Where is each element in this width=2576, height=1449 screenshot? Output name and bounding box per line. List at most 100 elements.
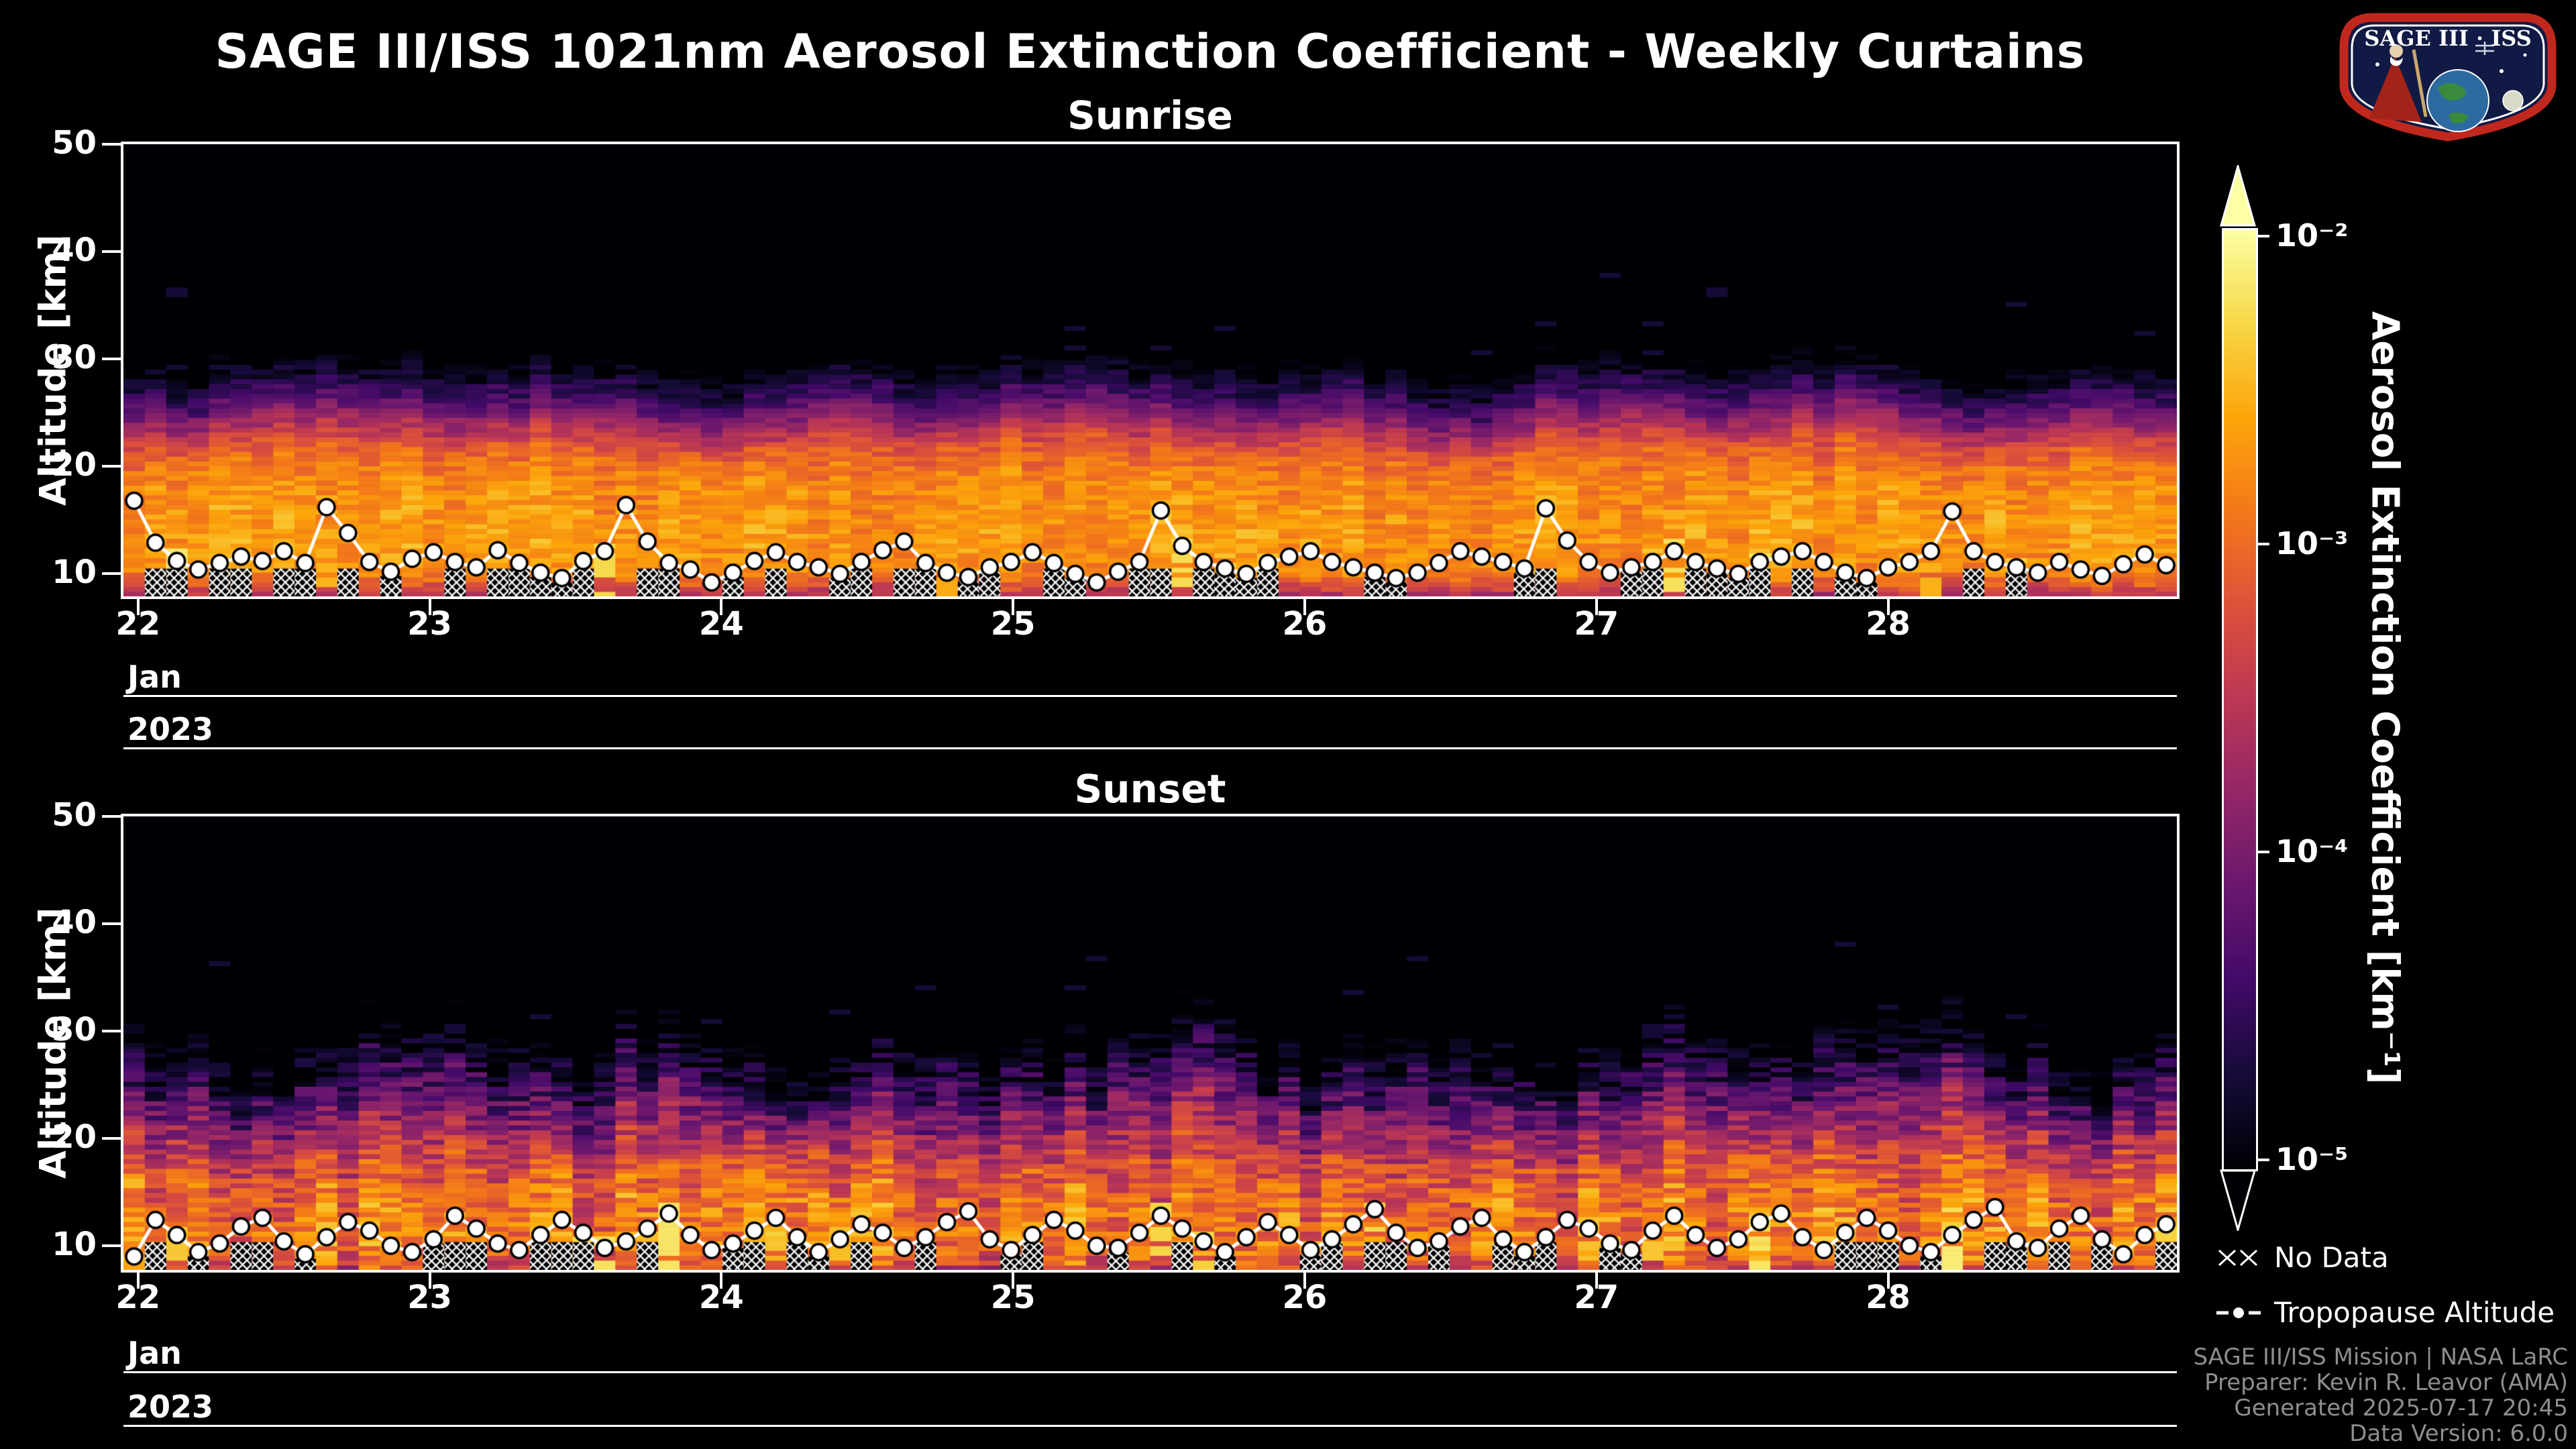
y-tick-mark: [102, 572, 121, 576]
sunset-year-axis-line: [123, 1425, 2177, 1427]
sunset-panel-title: Sunset: [1074, 766, 1226, 812]
colorbar-tick-mark: [2256, 1159, 2269, 1161]
x-tick-label: 23: [407, 605, 452, 643]
x-tick-mark: [1012, 1273, 1015, 1289]
sunrise-panel-title: Sunrise: [1067, 93, 1233, 138]
x-tick-label: 22: [115, 1279, 161, 1316]
y-tick-label: 30: [52, 339, 97, 377]
logo-title: SAGE III · ISS: [2364, 25, 2532, 51]
colorbar: [2222, 228, 2258, 1171]
y-tick-mark: [102, 250, 121, 254]
y-tick-label: 20: [52, 446, 97, 484]
x-tick-label: 27: [1574, 605, 1619, 643]
x-tick-mark: [136, 599, 140, 615]
legend-tropopause: Tropopause Altitude: [2215, 1296, 2555, 1329]
sunset-plot-frame: [121, 814, 2180, 1273]
x-tick-mark: [720, 1273, 723, 1289]
x-tick-label: 28: [1866, 605, 1911, 643]
x-tick-label: 23: [407, 1279, 452, 1316]
tropopause-marker-icon: [2216, 1305, 2261, 1320]
x-tick-mark: [1303, 1273, 1306, 1289]
x-tick-mark: [136, 1273, 140, 1289]
y-tick-mark: [102, 922, 121, 925]
sunrise-month-label: Jan: [127, 659, 182, 695]
x-tick-label: 26: [1282, 1279, 1328, 1316]
y-tick-mark: [102, 465, 121, 468]
x-tick-label: 26: [1282, 605, 1328, 643]
colorbar-tick-mark: [2256, 851, 2269, 853]
credit-line: Data Version: 6.0.0: [2349, 1420, 2568, 1447]
x-tick-label: 24: [698, 605, 744, 643]
credit-line: Preparer: Kevin R. Leavor (AMA): [2204, 1369, 2568, 1396]
moon-icon: [2502, 90, 2524, 111]
star-icon: [2500, 69, 2504, 73]
wizard-staff: [2412, 49, 2428, 117]
sunset-month-axis-line: [123, 1371, 2177, 1373]
x-tick-mark: [1886, 1273, 1890, 1289]
y-tick-mark: [102, 815, 121, 818]
y-tick-label: 40: [52, 904, 97, 941]
y-tick-label: 40: [52, 231, 97, 270]
earth-landmass: [2449, 112, 2469, 123]
x-tick-label: 28: [1866, 1279, 1911, 1316]
x-tick-label: 25: [990, 605, 1036, 643]
colorbar-top-arrow: [2220, 165, 2256, 227]
y-tick-label: 50: [52, 796, 97, 834]
y-tick-label: 50: [52, 124, 97, 162]
x-tick-mark: [1303, 599, 1306, 615]
legend-no-data: No Data: [2215, 1241, 2389, 1274]
colorbar-tick-mark: [2256, 543, 2269, 545]
no-data-hatch-icon: [2218, 1249, 2258, 1266]
iss-icon: [2475, 42, 2494, 55]
y-tick-mark: [102, 358, 121, 361]
y-tick-mark: [102, 1244, 121, 1247]
sunrise-year-label: 2023: [127, 711, 214, 747]
x-tick-mark: [428, 1273, 431, 1289]
colorbar-label: Aerosol Extinction Coefficient [km⁻¹]: [2363, 311, 2407, 1085]
earth-landmass: [2438, 83, 2467, 101]
wizard-head: [2390, 44, 2403, 58]
x-tick-mark: [1595, 599, 1598, 615]
y-tick-label: 10: [52, 1226, 97, 1263]
star-icon: [2375, 62, 2379, 66]
sunset-month-label: Jan: [127, 1335, 182, 1371]
star-icon: [2523, 53, 2527, 57]
mission-logo: SAGE III · ISS: [2339, 13, 2557, 142]
x-tick-label: 25: [990, 1279, 1036, 1316]
sunrise-plot-frame: [121, 142, 2180, 599]
y-tick-mark: [102, 1137, 121, 1140]
colorbar-tick-label: 10⁻⁵: [2275, 1141, 2349, 1177]
sunrise-month-axis-line: [123, 695, 2177, 697]
legend-tropopause-label: Tropopause Altitude: [2274, 1296, 2555, 1329]
sunset-year-label: 2023: [127, 1389, 214, 1425]
wizard-beard: [2390, 56, 2403, 66]
sunset-heatmap-canvas: [123, 816, 2177, 1270]
x-tick-mark: [1012, 599, 1015, 615]
colorbar-tick-label: 10⁻³: [2275, 525, 2349, 561]
x-tick-label: 27: [1574, 1279, 1619, 1316]
colorbar-bottom-arrow: [2220, 1169, 2256, 1231]
colorbar-tick-label: 10⁻²: [2275, 217, 2349, 254]
x-tick-label: 22: [115, 605, 161, 643]
wizard-figure: [2369, 56, 2422, 122]
x-tick-mark: [1595, 1273, 1598, 1289]
y-tick-label: 30: [52, 1011, 97, 1049]
sunrise-year-axis-line: [123, 747, 2177, 749]
y-tick-mark: [102, 1030, 121, 1032]
page-title: SAGE III/ISS 1021nm Aerosol Extinction C…: [215, 24, 2086, 79]
y-tick-label: 20: [52, 1118, 97, 1156]
x-tick-label: 24: [698, 1279, 744, 1316]
legend-no-data-label: No Data: [2274, 1241, 2389, 1274]
credits: SAGE III/ISS Mission | NASA LaRC Prepare…: [2193, 1344, 2568, 1446]
credit-line: Generated 2025-07-17 20:45: [2234, 1395, 2568, 1421]
y-tick-mark: [102, 143, 121, 146]
credit-line: SAGE III/ISS Mission | NASA LaRC: [2193, 1344, 2568, 1371]
x-tick-mark: [428, 599, 431, 615]
x-tick-mark: [1886, 599, 1890, 615]
x-tick-mark: [720, 599, 723, 615]
colorbar-tick-label: 10⁻⁴: [2275, 833, 2349, 869]
colorbar-tick-mark: [2256, 235, 2269, 237]
y-tick-label: 10: [52, 553, 97, 592]
sunrise-heatmap-canvas: [123, 144, 2177, 596]
